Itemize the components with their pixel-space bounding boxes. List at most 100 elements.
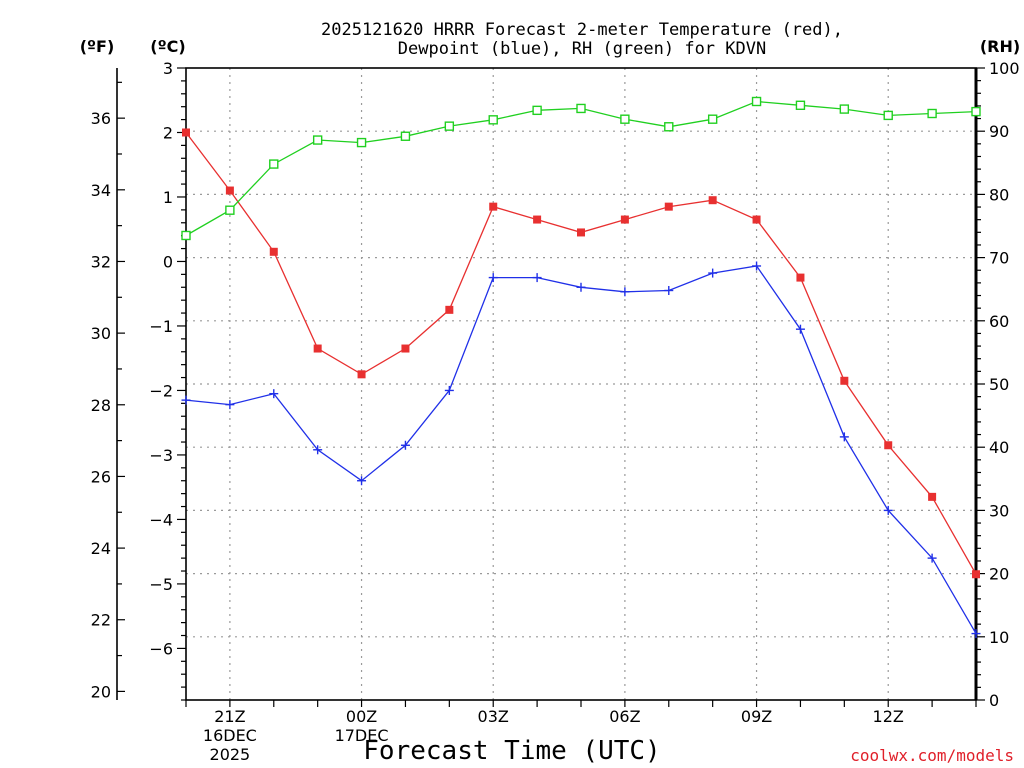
rh-point [488, 115, 498, 125]
rh-unit-label: (RH) [980, 37, 1020, 56]
temperature-point [884, 441, 893, 450]
rh-tick-label: 70 [989, 249, 1009, 268]
rh-line [185, 100, 977, 237]
dewpoint-point [269, 389, 279, 399]
dewpoint-point [839, 432, 849, 442]
temperature-point [796, 273, 805, 282]
rh-point [181, 230, 191, 241]
celsius-tick-label: 1 [163, 188, 173, 207]
fahrenheit-tick-label: 30 [91, 324, 111, 343]
temperature-point [577, 228, 585, 237]
rh-tick-label: 20 [989, 565, 1009, 584]
rh-tick-label: 0 [989, 691, 999, 710]
rh-point [225, 205, 235, 215]
temperature-point [313, 344, 322, 353]
dewpoint-point [488, 273, 498, 283]
chart-title-line-1: 2025121620 HRRR Forecast 2-meter Tempera… [321, 20, 843, 40]
celsius-unit-label: (ºC) [150, 37, 185, 56]
fahrenheit-unit-label: (ºF) [80, 37, 115, 56]
rh-point [620, 114, 630, 124]
celsius-tick-label: −2 [149, 381, 173, 400]
fahrenheit-tick-label: 26 [91, 467, 111, 486]
rh-point [400, 131, 411, 141]
x-tick-label: 00Z [346, 707, 377, 726]
fahrenheit-tick-label: 28 [91, 396, 111, 415]
rh-tick-label: 10 [989, 628, 1009, 647]
rh-tick-label: 100 [989, 59, 1020, 78]
dewpoint-point [357, 476, 367, 486]
temperature-point [840, 376, 849, 385]
rh-tick-label: 50 [989, 375, 1009, 394]
dewpoint-point [313, 445, 323, 455]
rh-point [664, 122, 674, 132]
axes: 3634323028262422203210−1−2−3−4−5−6100908… [91, 59, 1020, 710]
dewpoint-point [708, 268, 718, 278]
rh-point [444, 121, 455, 131]
temperature-point [269, 247, 278, 256]
temperature-point [445, 305, 454, 314]
fahrenheit-tick-label: 24 [91, 539, 111, 558]
dewpoint-point [532, 273, 542, 283]
dewpoint-point [400, 440, 410, 450]
temperature-line [185, 132, 977, 575]
fahrenheit-tick-label: 32 [91, 252, 111, 271]
x-tick-label: 17DEC [335, 726, 389, 745]
fahrenheit-tick-label: 34 [91, 181, 111, 200]
x-axis-label: Forecast Time (UTC) [363, 736, 660, 766]
rh-point [312, 135, 323, 145]
rh-tick-label: 60 [989, 312, 1009, 331]
rh-point [927, 108, 937, 119]
temperature-point [225, 186, 234, 195]
rh-tick-label: 80 [989, 185, 1009, 204]
temperature-point [533, 215, 542, 224]
rh-point [269, 159, 279, 169]
x-tick-label: 12Z [873, 707, 904, 726]
dewpoint-point [576, 282, 586, 292]
grid-lines [186, 68, 976, 700]
temperature-point [489, 202, 498, 211]
dewpoint-line [185, 265, 977, 634]
x-tick-label: 06Z [609, 707, 640, 726]
temperature-point [928, 492, 937, 501]
dewpoint-point [883, 505, 893, 515]
dewpoint-point [752, 261, 762, 271]
temperature-point [664, 202, 673, 211]
celsius-tick-label: −4 [149, 510, 173, 529]
dewpoint-point [795, 324, 805, 334]
rh-point [883, 110, 893, 121]
rh-point [356, 137, 367, 148]
dewpoint-point [971, 629, 981, 639]
celsius-tick-label: −6 [149, 639, 173, 658]
dewpoint-point [225, 400, 235, 410]
fahrenheit-tick-label: 36 [91, 109, 111, 128]
rh-point [839, 104, 850, 114]
celsius-tick-label: −5 [149, 575, 173, 594]
rh-tick-label: 30 [989, 501, 1009, 520]
dewpoint-point [664, 285, 674, 295]
x-tick-label: 16DEC [203, 726, 257, 745]
x-tick-label: 21Z [214, 707, 245, 726]
temperature-point [401, 344, 410, 353]
celsius-tick-label: −1 [149, 317, 173, 336]
dewpoint-point [927, 553, 937, 563]
dewpoint-point [181, 395, 191, 405]
temperature-point [708, 196, 717, 205]
temperature-point [182, 128, 190, 137]
celsius-tick-label: 3 [163, 59, 173, 78]
data-series [181, 96, 981, 639]
rh-point [751, 96, 762, 107]
x-tick-label: 2025 [210, 745, 251, 764]
rh-point [707, 114, 718, 124]
celsius-tick-label: 2 [163, 123, 173, 142]
temperature-point [620, 215, 629, 224]
rh-tick-label: 40 [989, 438, 1009, 457]
fahrenheit-tick-label: 22 [91, 611, 111, 630]
celsius-tick-label: −3 [149, 446, 173, 465]
x-tick-label: 03Z [478, 707, 509, 726]
plot-frame [185, 67, 977, 701]
rh-point [576, 103, 586, 114]
x-tick-label: 09Z [741, 707, 772, 726]
temperature-point [972, 570, 980, 579]
chart-title-line-2: Dewpoint (blue), RH (green) for KDVN [398, 39, 766, 59]
